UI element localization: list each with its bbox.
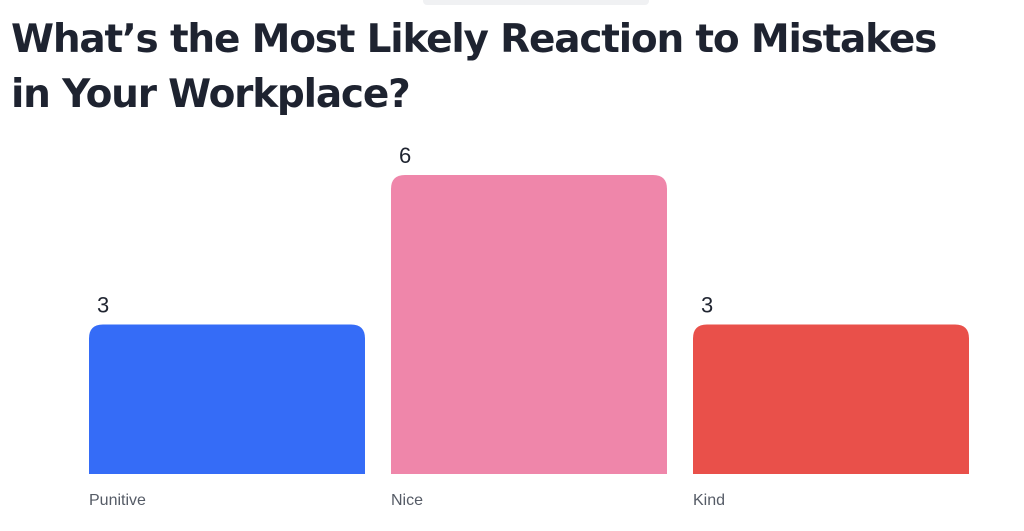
bar-nice: [391, 175, 667, 474]
category-label-kind: Kind: [693, 492, 725, 509]
category-label-punitive: Punitive: [89, 492, 146, 509]
category-label-nice: Nice: [391, 492, 423, 509]
top-scroll-indicator: [423, 0, 649, 5]
value-label-kind: 3: [701, 293, 713, 318]
bar-kind: [693, 324, 969, 474]
value-label-punitive: 3: [97, 293, 109, 318]
value-label-nice: 6: [399, 143, 411, 168]
chart-title: What’s the Most Likely Reaction to Mista…: [11, 17, 937, 117]
bar-punitive: [89, 324, 365, 474]
